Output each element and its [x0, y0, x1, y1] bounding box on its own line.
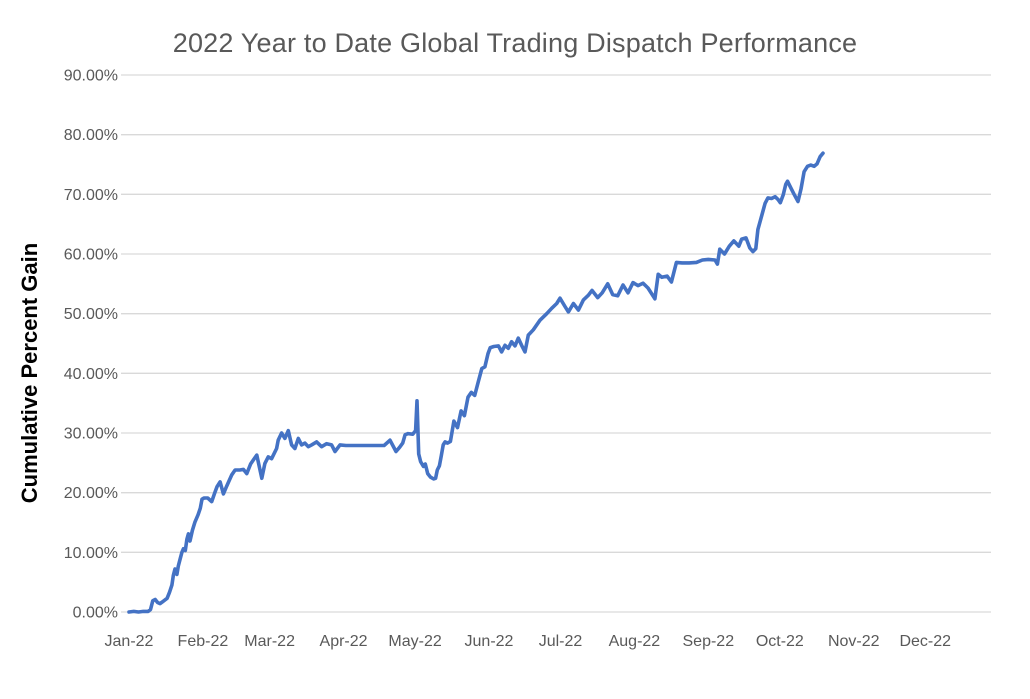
x-tick-label: Mar-22: [244, 633, 295, 650]
y-tick-label: 60.00%: [64, 247, 118, 264]
y-tick-label: 90.00%: [64, 68, 118, 85]
y-tick-label: 10.00%: [64, 545, 118, 562]
performance-line: [127, 151, 825, 614]
x-tick-label: Feb-22: [178, 633, 229, 650]
x-tick-label: May-22: [388, 633, 441, 650]
y-tick-label: 40.00%: [64, 366, 118, 383]
y-tick-label: 20.00%: [64, 485, 118, 502]
x-tick-label: Jan-22: [105, 633, 154, 650]
y-tick-label: 80.00%: [64, 127, 118, 144]
x-tick-label: Aug-22: [609, 633, 661, 650]
x-tick-label: Oct-22: [756, 633, 804, 650]
x-tick-label: Jun-22: [465, 633, 514, 650]
y-tick-label: 70.00%: [64, 187, 118, 204]
chart-title: 2022 Year to Date Global Trading Dispatc…: [172, 28, 858, 58]
x-tick-label: Apr-22: [320, 633, 368, 650]
y-tick-label: 50.00%: [64, 306, 118, 323]
y-tick-label: 30.00%: [64, 426, 118, 443]
y-tick-label: 0.00%: [73, 605, 118, 622]
y-axis-title: Cumulative Percent Gain: [17, 242, 42, 504]
x-tick-label: Jul-22: [539, 633, 583, 650]
x-tick-label: Nov-22: [828, 633, 880, 650]
x-tick-label: Sep-22: [683, 633, 735, 650]
x-tick-label: Dec-22: [899, 633, 951, 650]
